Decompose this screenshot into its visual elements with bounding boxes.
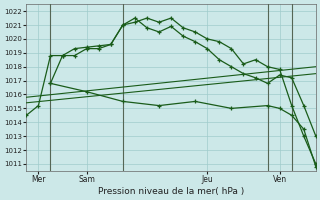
X-axis label: Pression niveau de la mer( hPa ): Pression niveau de la mer( hPa ) xyxy=(98,187,244,196)
